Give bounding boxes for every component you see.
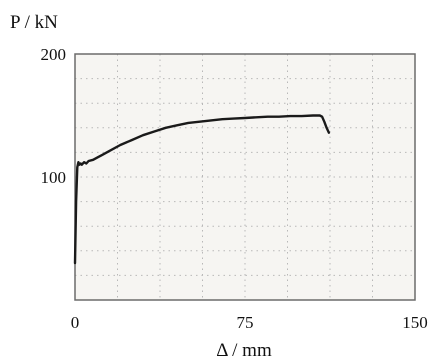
x-tick-label: 75 [237, 313, 254, 332]
y-axis-label: P / kN [10, 12, 58, 33]
tick-labels: 0 75 150 100 200 [41, 45, 428, 332]
series-layer [73, 114, 331, 265]
plot-frame [74, 53, 416, 301]
x-tick-label: 0 [71, 313, 80, 332]
x-axis-label: Δ / mm [216, 340, 272, 361]
series-line [73, 114, 331, 265]
x-tick-label: 150 [402, 313, 428, 332]
grid-lines [75, 54, 415, 300]
y-tick-label: 100 [41, 168, 67, 187]
y-tick-label: 200 [41, 45, 67, 64]
